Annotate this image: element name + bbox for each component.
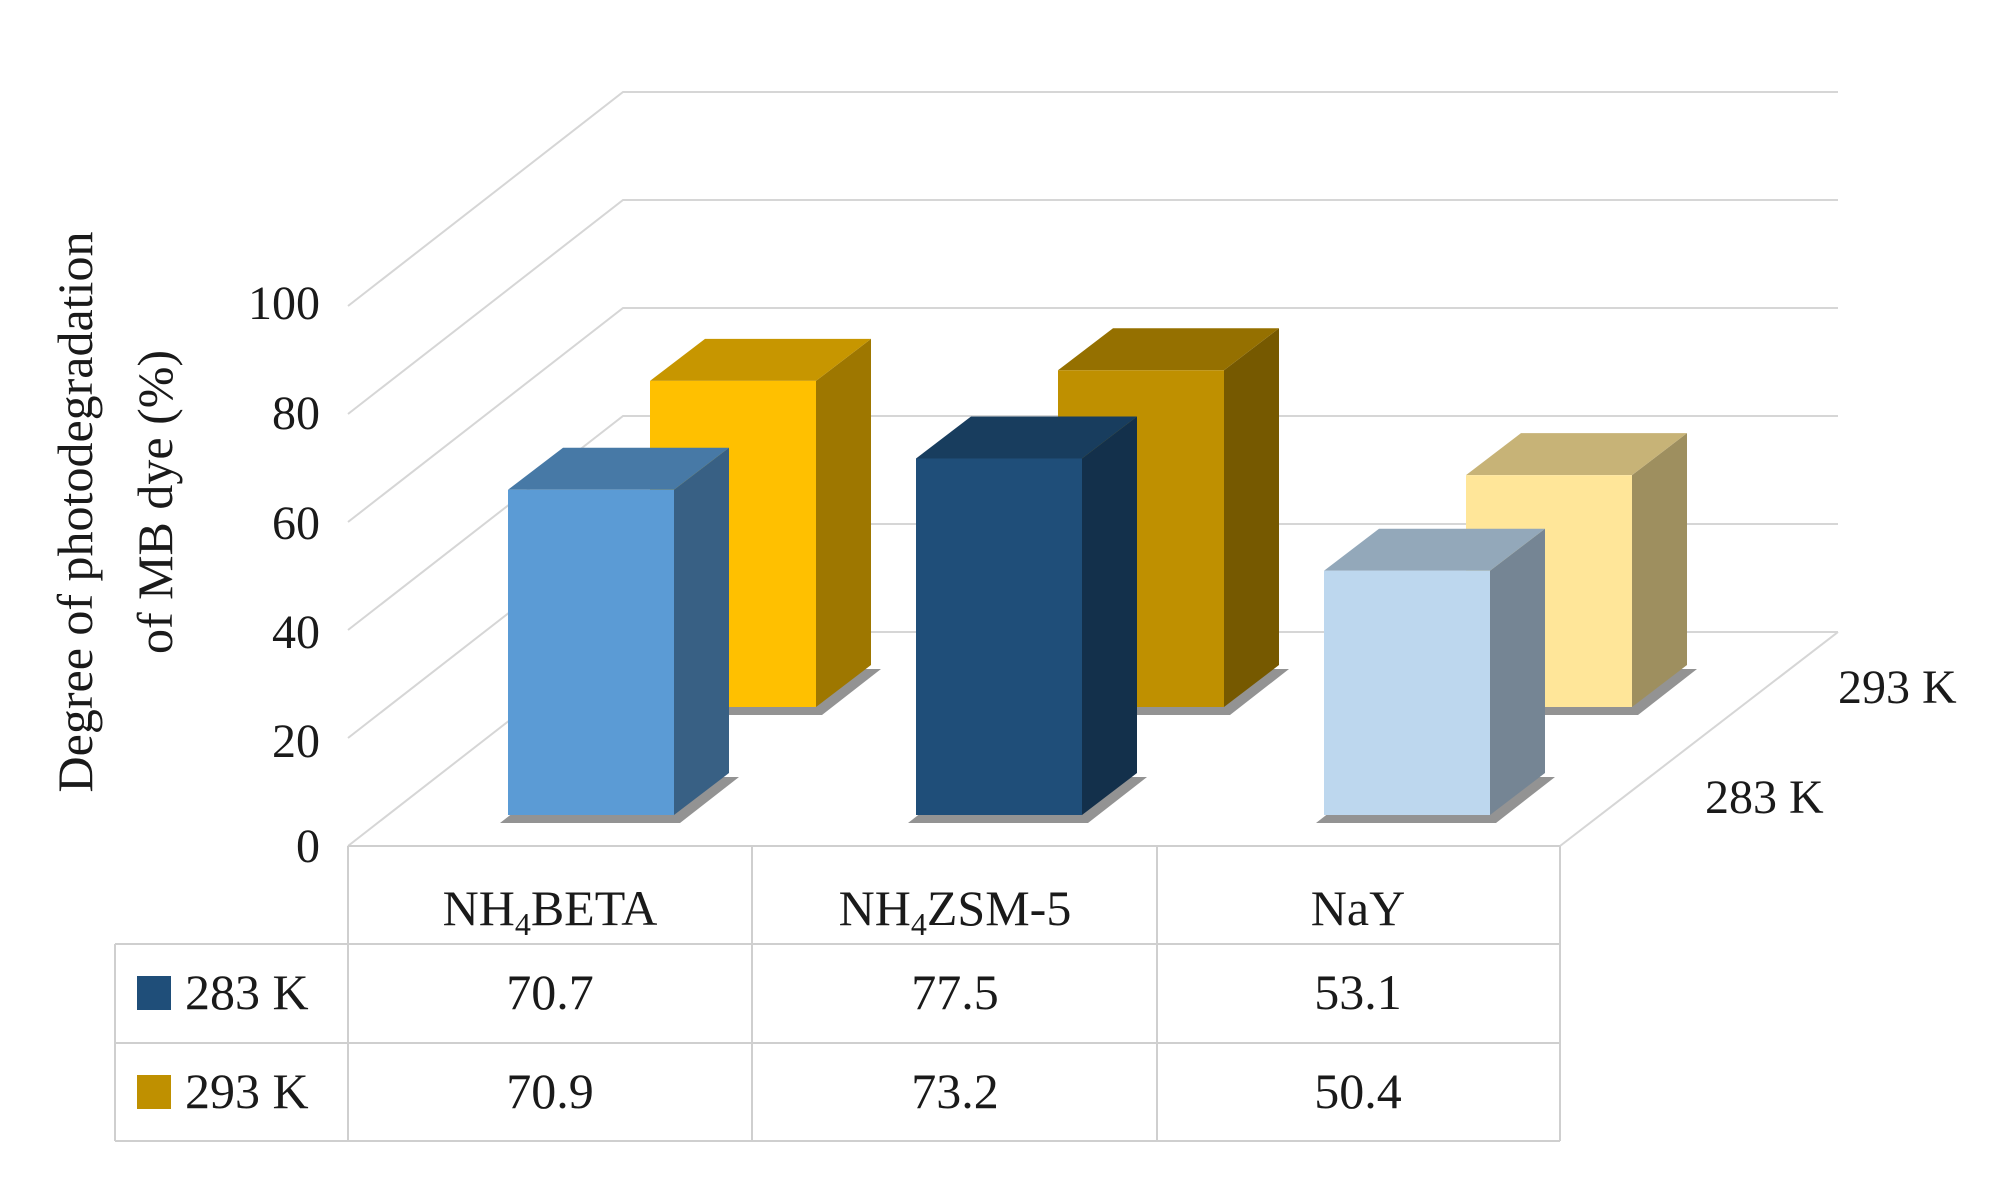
depth-axis-labels: 293 K 283 K bbox=[1705, 661, 1957, 824]
bar-front bbox=[916, 458, 1082, 815]
depth-label-283: 283 K bbox=[1705, 771, 1824, 824]
bar-top bbox=[916, 416, 1137, 459]
bar-top bbox=[1466, 433, 1687, 476]
bar-top bbox=[1324, 528, 1545, 571]
y-tick-labels: 0 20 40 60 80 100 bbox=[248, 277, 320, 873]
y-axis-title-line2: of MB dye (%) bbox=[127, 350, 183, 654]
legend-swatch-293 bbox=[137, 1075, 171, 1109]
gridline bbox=[347, 199, 1838, 415]
bar-side bbox=[1082, 416, 1137, 815]
y-axis-title-line1: Degree of photodegradation bbox=[47, 232, 103, 793]
y-tick-label: 80 bbox=[272, 387, 320, 440]
table-value-293-nay: 50.4 bbox=[1314, 1063, 1402, 1119]
bar-side bbox=[1224, 328, 1279, 707]
bar-side bbox=[1632, 433, 1687, 707]
table-value-293-nh4zsm5: 73.2 bbox=[911, 1063, 999, 1119]
bar-top bbox=[650, 338, 871, 381]
bar-side bbox=[674, 447, 729, 815]
bar-283-1 bbox=[908, 416, 1147, 823]
bar-front bbox=[1324, 570, 1490, 815]
category-label-nh4zsm5: NH4ZSM-5 bbox=[839, 880, 1072, 942]
bar-283-0 bbox=[500, 447, 739, 823]
bar-top bbox=[1058, 328, 1279, 371]
gridline bbox=[347, 307, 1838, 523]
bar-top bbox=[508, 447, 729, 490]
gridline bbox=[347, 91, 1838, 307]
table-value-293-nh4beta: 70.9 bbox=[506, 1063, 594, 1119]
table-value-283-nay: 53.1 bbox=[1314, 964, 1402, 1020]
data-table: NH4BETA NH4ZSM-5 NaY 283 K 293 K 70.7 77… bbox=[114, 845, 1561, 1142]
bar-283-2 bbox=[1316, 528, 1555, 823]
series-283-bars bbox=[500, 416, 1555, 823]
bar-front bbox=[508, 489, 674, 815]
gridline bbox=[347, 415, 1838, 631]
y-tick-label: 0 bbox=[296, 820, 320, 873]
bar-side bbox=[1490, 528, 1545, 815]
floor-edge bbox=[1559, 631, 1839, 847]
y-tick-label: 60 bbox=[272, 497, 320, 550]
bar-side bbox=[816, 338, 871, 707]
depth-label-293: 293 K bbox=[1838, 661, 1957, 714]
legend-label-293: 293 K bbox=[185, 1063, 309, 1119]
legend-label-283: 283 K bbox=[185, 964, 309, 1020]
y-axis-title: Degree of photodegradation of MB dye (%) bbox=[47, 232, 183, 793]
table-value-283-nh4beta: 70.7 bbox=[506, 964, 594, 1020]
y-tick-label: 100 bbox=[248, 277, 320, 330]
y-tick-label: 20 bbox=[272, 715, 320, 768]
table-value-283-nh4zsm5: 77.5 bbox=[911, 964, 999, 1020]
legend-swatch-283 bbox=[137, 976, 171, 1010]
y-tick-label: 40 bbox=[272, 606, 320, 659]
category-label-nh4beta: NH4BETA bbox=[443, 880, 658, 942]
category-label-nay: NaY bbox=[1311, 880, 1405, 936]
